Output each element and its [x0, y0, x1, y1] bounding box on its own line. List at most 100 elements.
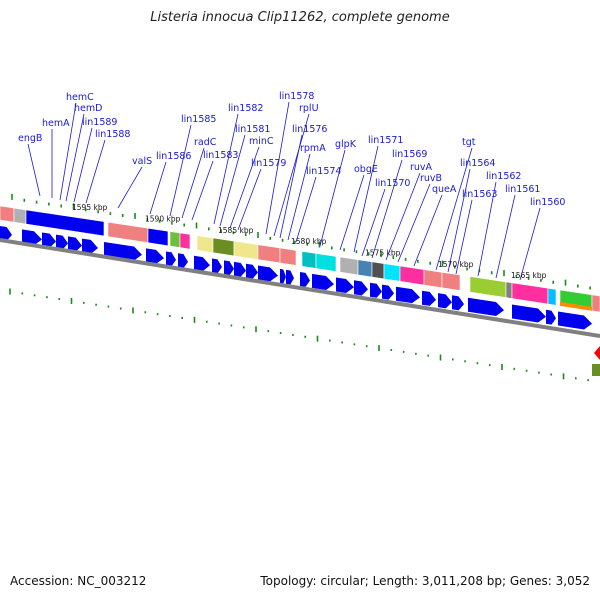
label-leader: [273, 113, 310, 237]
gene-arrow: [56, 234, 68, 250]
gene-feature: [0, 205, 15, 223]
label-leader: [85, 139, 106, 204]
scale-label: 1580 kbp: [291, 237, 327, 246]
gene-arrow: [558, 311, 592, 330]
label-leader: [385, 172, 421, 261]
gene-arrow: [234, 261, 246, 277]
gene-arrow: [438, 293, 452, 309]
scale-label: 1570 kbp: [438, 260, 474, 269]
label-leader: [455, 199, 473, 275]
gene-feature-partial: [594, 346, 600, 360]
gene-feature: [399, 265, 425, 286]
gene-feature: [339, 256, 359, 276]
gene-feature: [147, 227, 169, 247]
gene-arrow: [194, 255, 210, 272]
gene-label: lin1586: [156, 151, 191, 162]
gene-feature: [13, 207, 27, 225]
gene-label: lin1583: [203, 150, 238, 161]
gene-label: lin1571: [368, 135, 403, 146]
gene-arrow: [354, 280, 368, 296]
label-leader: [181, 147, 205, 219]
gene-label: hemC: [66, 92, 94, 103]
gene-arrow: [336, 277, 354, 294]
gene-label: tgt: [462, 137, 476, 148]
label-leader: [117, 166, 143, 209]
gene-label: ruvB: [420, 173, 442, 184]
tick-row-lower: [9, 288, 589, 382]
label-leader: [265, 101, 290, 235]
gene-label: lin1589: [82, 117, 117, 128]
gene-feature: [357, 259, 373, 278]
gene-arrow: [300, 272, 310, 287]
gene-label: lin1563: [462, 189, 497, 200]
label-leader: [65, 113, 85, 202]
gene-feature: [179, 232, 191, 250]
gene-arrows: [0, 226, 592, 330]
gene-feature: [441, 271, 461, 291]
gene-label: valS: [132, 156, 152, 167]
tick-row-upper: [11, 193, 591, 290]
gene-arrow: [452, 295, 464, 311]
gene-feature: [547, 287, 557, 306]
label-leader: [371, 159, 403, 259]
label-leader: [59, 102, 77, 201]
gene-arrow: [212, 258, 222, 274]
gene-arrow: [312, 273, 334, 290]
gene-label: lin1578: [279, 91, 314, 102]
feature-band: [0, 205, 600, 313]
label-leader: [295, 176, 317, 243]
gene-label: engB: [18, 133, 42, 144]
gene-arrow: [82, 238, 98, 254]
gene-feature-partial: [592, 364, 600, 376]
gene-label: lin1582: [228, 103, 263, 114]
label-leader: [237, 168, 262, 231]
gene-label: glpK: [335, 139, 357, 150]
gene-feature: [469, 276, 507, 298]
label-leader: [279, 134, 303, 239]
gene-arrow: [512, 304, 546, 323]
gene-arrow: [280, 268, 286, 284]
gene-label: lin1585: [181, 114, 216, 125]
label-leader: [219, 134, 246, 227]
edge-markers: [592, 346, 600, 376]
label-leader: [73, 127, 93, 203]
label-leader: [149, 161, 167, 215]
gene-feature: [511, 282, 549, 305]
gene-feature: [279, 247, 297, 266]
gene-arrow: [166, 251, 176, 267]
map-title: Listeria innocua Clip11262, complete gen…: [150, 10, 450, 25]
label-leader-lines: [27, 101, 541, 281]
gene-feature: [257, 244, 281, 264]
label-leader: [213, 113, 239, 225]
gene-feature: [25, 209, 105, 237]
label-leader: [397, 183, 431, 263]
gene-label: rpmA: [300, 143, 326, 154]
scale-label: 1590 kbp: [145, 214, 181, 223]
label-leader: [519, 207, 541, 281]
gene-arrow: [370, 282, 382, 298]
backbone: [0, 238, 600, 338]
label-leader: [447, 168, 471, 273]
gene-arrow: [246, 263, 258, 279]
label-leader: [229, 146, 260, 229]
gene-feature: [107, 221, 149, 244]
gene-feature: [233, 240, 259, 260]
gene-arrow: [146, 248, 164, 264]
gene-arrow: [258, 265, 278, 282]
label-leader: [169, 124, 192, 217]
label-leader: [339, 174, 365, 251]
gene-label: lin1570: [375, 178, 410, 189]
label-leader: [477, 181, 497, 277]
gene-arrow: [178, 253, 188, 269]
gene-feature: [560, 301, 592, 311]
gene-arrow: [382, 284, 394, 300]
gene-label: lin1579: [251, 158, 286, 169]
gene-feature: [505, 281, 513, 299]
gene-feature: [301, 250, 317, 269]
scale-label: 1585 kbp: [218, 226, 254, 235]
gene-arrow: [68, 236, 82, 252]
label-leader: [287, 153, 311, 241]
gene-feature: [371, 261, 385, 280]
accession-text: Accession: NC_003212: [10, 574, 147, 588]
genome-backbone-line: [0, 238, 600, 338]
